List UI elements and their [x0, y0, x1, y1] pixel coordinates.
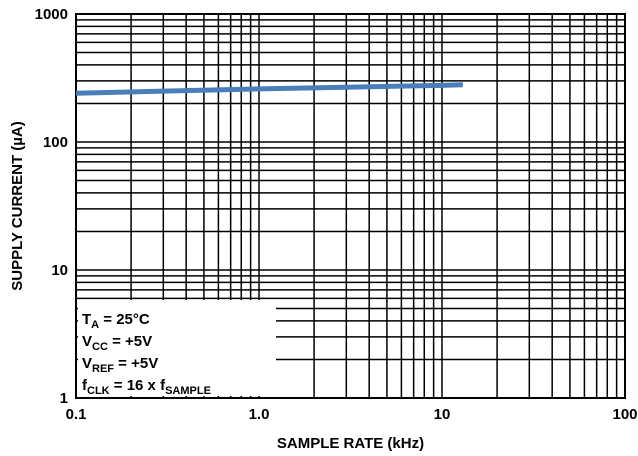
- y-tick-label: 10: [51, 262, 68, 279]
- x-axis-title: SAMPLE RATE (kHz): [277, 435, 424, 452]
- y-axis-title: SUPPLY CURRENT (µA): [9, 121, 26, 291]
- condition-line: fCLK = 16 x fSAMPLE: [82, 377, 211, 397]
- x-tick-label: 1.0: [249, 406, 270, 423]
- grid: [75, 13, 626, 399]
- tick-labels: 0.1 1.0 10 100 1 10 100 1000: [35, 6, 638, 423]
- condition-line: VREF = +5V: [82, 355, 158, 375]
- series-line: [75, 82, 463, 96]
- plot-frame: [75, 13, 626, 399]
- x-tick-label: 10: [434, 406, 451, 423]
- x-tick-label: 100: [612, 406, 637, 423]
- condition-line: VCC = +5V: [82, 333, 152, 353]
- y-tick-label: 1: [60, 390, 68, 407]
- conditions-box: [78, 300, 276, 396]
- y-tick-label: 100: [43, 134, 68, 151]
- y-tick-label: 1000: [35, 6, 68, 23]
- condition-line: TA = 25°C: [82, 311, 150, 331]
- x-tick-label: 0.1: [66, 406, 87, 423]
- series-layer: [75, 82, 463, 96]
